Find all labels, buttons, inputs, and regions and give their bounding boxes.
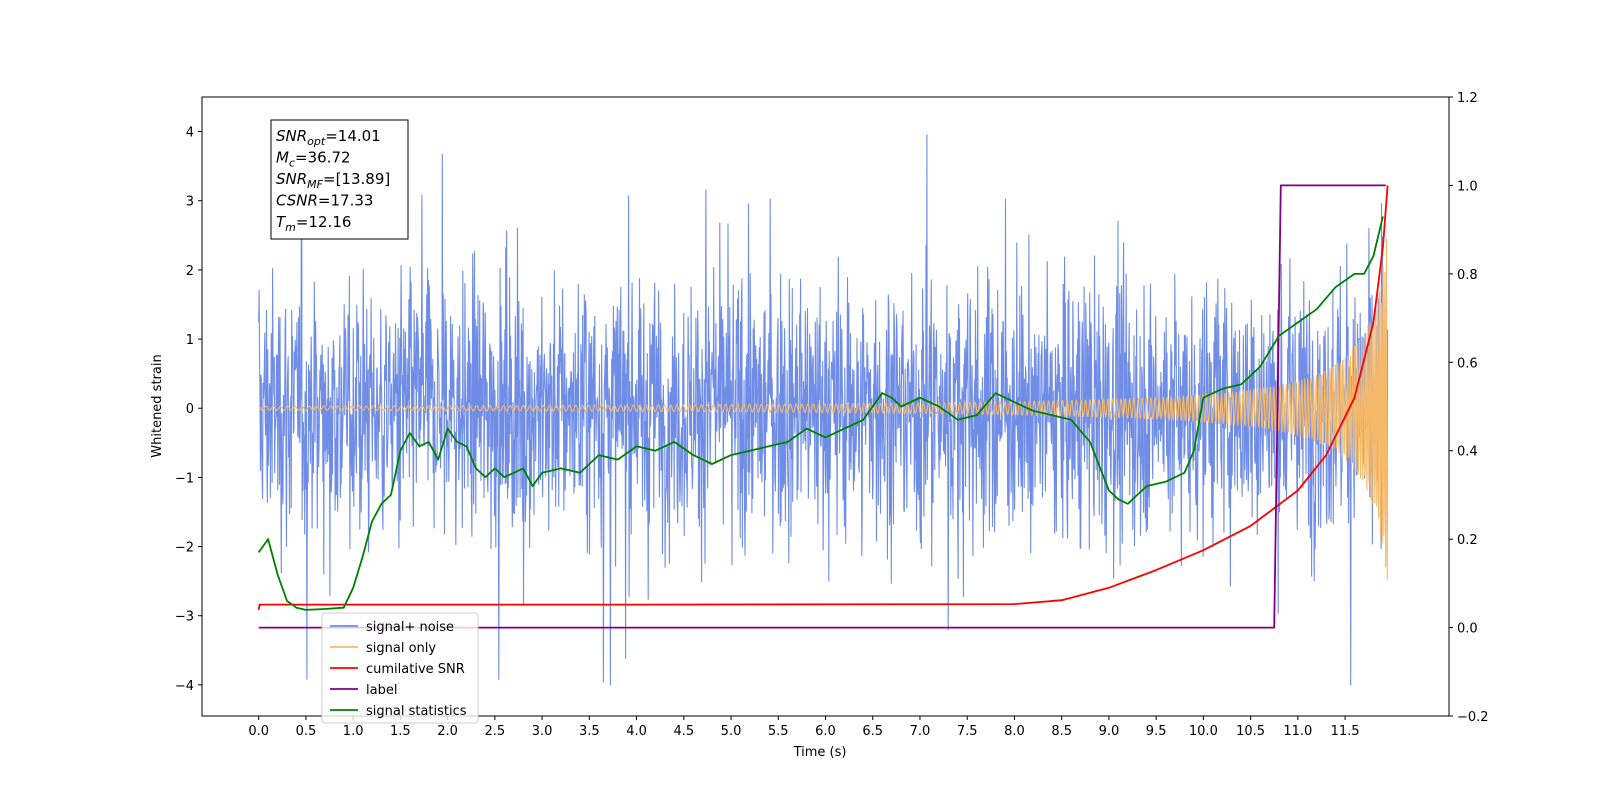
annotation-value: =36.72 (295, 149, 351, 167)
y-tick-label-left: −4 (175, 679, 194, 694)
x-tick-label: 1.5 (390, 724, 411, 739)
y-tick-label-left: 1 (186, 333, 194, 348)
x-tick-label: 2.5 (485, 724, 506, 739)
y-axis-left: 4 3 2 1 0 −1 −2 −3 −4 (175, 126, 202, 694)
annotation-line: Tm=12.16 (276, 213, 351, 234)
x-tick-label: 3.5 (579, 724, 600, 739)
annotation-subscript: MF (307, 178, 323, 191)
legend-label: signal+ noise (366, 620, 454, 635)
x-tick-label: 5.0 (721, 724, 742, 739)
x-tick-label: 8.0 (1004, 724, 1025, 739)
x-axis-label: Time (s) (793, 745, 847, 760)
y-tick-label-right: 1.2 (1457, 91, 1478, 106)
y-tick-label-left: −3 (175, 610, 194, 625)
annotation-subscript: opt (307, 135, 326, 148)
x-tick-label: 6.0 (815, 724, 836, 739)
annotation-subscript: m (285, 221, 296, 234)
legend: signal+ noise signal only cumilative SNR la… (321, 612, 479, 724)
legend-label: signal statistics (366, 704, 467, 719)
annotation-symbol: SNR (276, 170, 307, 188)
legend-label: cumilative SNR (366, 662, 465, 677)
annotation-line: Mc=36.72 (276, 149, 351, 170)
annotation-value: =12.16 (296, 213, 352, 231)
x-tick-label: 9.5 (1146, 724, 1167, 739)
series-line-1 (258, 238, 1389, 580)
y-tick-label-right: −0.2 (1457, 710, 1489, 725)
x-tick-label: 11.5 (1331, 724, 1360, 739)
x-tick-label: 7.0 (910, 724, 931, 739)
legend-frame (321, 612, 479, 724)
y-tick-label-left: 3 (186, 195, 194, 210)
y-tick-label-left: 0 (186, 402, 194, 417)
y-tick-label-right: 0.0 (1457, 622, 1478, 637)
y-tick-label-right: 0.4 (1457, 445, 1478, 460)
annotation-symbol: M (276, 149, 289, 167)
x-tick-label: 3.0 (532, 724, 553, 739)
annotation-value: =17.33 (318, 192, 374, 210)
y-tick-label-left: −1 (175, 471, 194, 486)
annotation-subscript: c (289, 157, 295, 170)
x-tick-label: 1.0 (343, 724, 364, 739)
y-tick-label-left: 2 (186, 264, 194, 279)
y-axis-label: Whitened strain (150, 354, 165, 457)
y-tick-label-right: 0.8 (1457, 268, 1478, 283)
series-line-4 (257, 216, 1384, 611)
x-tick-label: 2.0 (437, 724, 458, 739)
series-line-0 (258, 134, 1389, 686)
series-line-2 (257, 185, 1389, 611)
x-tick-label: 4.5 (673, 724, 694, 739)
x-tick-label: 6.5 (862, 724, 883, 739)
x-tick-label: 10.5 (1236, 724, 1265, 739)
legend-label: signal only (366, 641, 436, 656)
x-tick-label: 10.0 (1189, 724, 1218, 739)
annotation-line: SNRopt=14.01 (276, 127, 381, 148)
annotation-line: CSNR=17.33 (276, 192, 373, 210)
y-tick-label-left: −2 (175, 541, 194, 556)
x-tick-label: 5.5 (768, 724, 789, 739)
annotation-symbol: CSNR (276, 192, 318, 210)
y-tick-label-right: 0.2 (1457, 533, 1478, 548)
x-tick-label: 0.0 (248, 724, 269, 739)
annotation-box: SNRopt=14.01Mc=36.72SNRMF=[13.89]CSNR=17… (270, 119, 409, 240)
annotation-value: =14.01 (325, 127, 381, 145)
x-tick-label: 0.5 (296, 724, 317, 739)
legend-label: label (366, 683, 397, 698)
y-tick-label-right: 1.0 (1457, 179, 1478, 194)
y-tick-label-left: 4 (186, 126, 194, 141)
annotation-frame (270, 119, 409, 240)
x-tick-label: 11.0 (1283, 724, 1312, 739)
annotation-value: =[13.89] (323, 170, 390, 188)
x-axis: 0.0 0.5 1.0 1.5 2.0 2.5 3.0 3.5 4.0 4.5 5.0 5.5 6.0 6… (248, 716, 1360, 739)
annotation-symbol: T (276, 213, 287, 231)
annotation-symbol: SNR (276, 127, 307, 145)
x-tick-label: 8.5 (1051, 724, 1072, 739)
y-axis-right: 1.2 1.0 0.8 0.6 0.4 0.2 0.0 −0.2 (1449, 91, 1489, 725)
x-tick-label: 9.0 (1099, 724, 1120, 739)
series-line-3 (258, 184, 1386, 629)
x-tick-label: 4.0 (626, 724, 647, 739)
y-tick-label-right: 0.6 (1457, 356, 1478, 371)
x-tick-label: 7.5 (957, 724, 978, 739)
annotation-line: SNRMF=[13.89] (276, 170, 390, 191)
